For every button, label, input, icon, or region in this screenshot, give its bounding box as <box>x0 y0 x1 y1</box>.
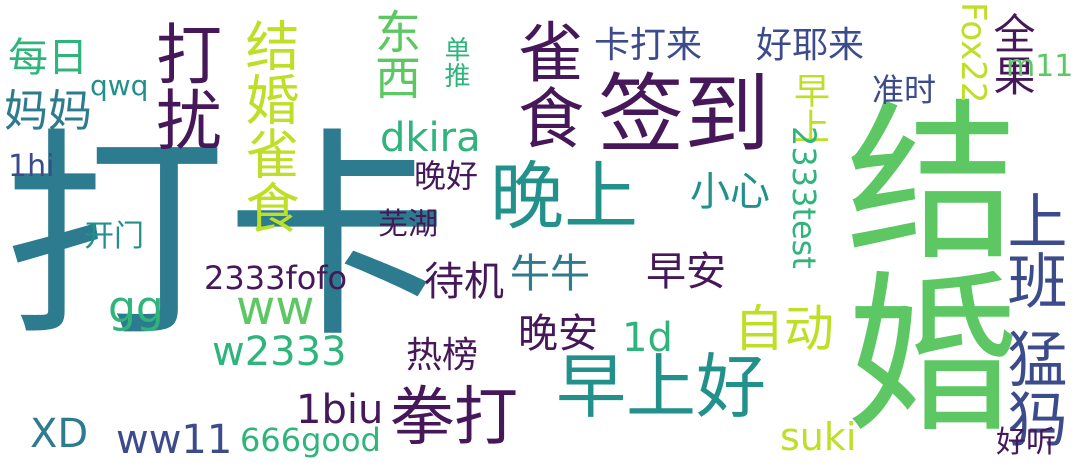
word-fox22: Fox22 <box>953 2 993 104</box>
word-w2333: w2333 <box>212 329 347 375</box>
word-1d: 1d <box>622 315 673 361</box>
word-xiaoxin: 小心 <box>690 169 770 215</box>
word-kadalai: 卡打来 <box>594 25 703 66</box>
word-qiandao: 签到 <box>598 65 770 165</box>
word-zaoan: 早安 <box>646 249 726 295</box>
word-2333test: 2333test <box>785 126 823 269</box>
word-mengma: 猛犸 <box>997 328 1067 448</box>
word-niuniu: 牛牛 <box>510 251 590 297</box>
word-dongxi: 东西 <box>368 8 422 100</box>
word-jiehunqueshi: 结婚雀食 <box>236 18 299 234</box>
word-xd: XD <box>30 411 89 457</box>
word-ww: ww <box>236 280 315 336</box>
word-zhunshi: 准时 <box>872 71 937 109</box>
word-mama: 妈妈 <box>4 86 92 137</box>
word-redbang: 热榜 <box>406 335 479 376</box>
word-1biu: 1biu <box>296 387 384 433</box>
word-wanhao: 晚好 <box>414 157 479 195</box>
word-666good: 666good <box>240 421 381 459</box>
word-qwq: qwq <box>90 69 149 102</box>
word-shangban: 上班 <box>997 190 1067 310</box>
word-suki: suki <box>780 415 857 459</box>
word-zaoshanghao: 早上好 <box>556 346 766 428</box>
word-2333fofo: 2333fofo <box>204 259 348 297</box>
word-gg: gg <box>108 282 164 333</box>
word-zidong: 自动 <box>734 300 834 358</box>
word-haoyelai: 好耶来 <box>756 25 865 66</box>
word-wanan: 晚安 <box>518 311 598 357</box>
word-dakai: 打卡 <box>4 110 448 368</box>
word-m11: m11 <box>1006 49 1074 84</box>
word-haoting: 好听 <box>996 425 1056 460</box>
word-danju: 单推 <box>440 36 470 88</box>
word-kaimen: 开门 <box>84 219 144 254</box>
word-ww11: ww11 <box>116 417 233 463</box>
word-dajiao: 打扰 <box>145 20 222 152</box>
word-1hi: 1hi <box>8 149 55 184</box>
word-dkira: dkira <box>380 115 481 161</box>
word-daiji: 待机 <box>424 259 504 305</box>
word-quanguo: 全果 <box>987 12 1036 96</box>
word-wuhu: 芜湖 <box>378 207 438 242</box>
word-meiri: 每日 <box>8 35 88 81</box>
word-wanshang: 晚上 <box>490 154 638 240</box>
word-queshi: 雀食 <box>507 18 584 150</box>
word-jiehun: 结婚 <box>816 92 1017 436</box>
word-quanda: 拳打 <box>390 381 518 455</box>
word-zaoshang: 早上 <box>788 72 829 144</box>
